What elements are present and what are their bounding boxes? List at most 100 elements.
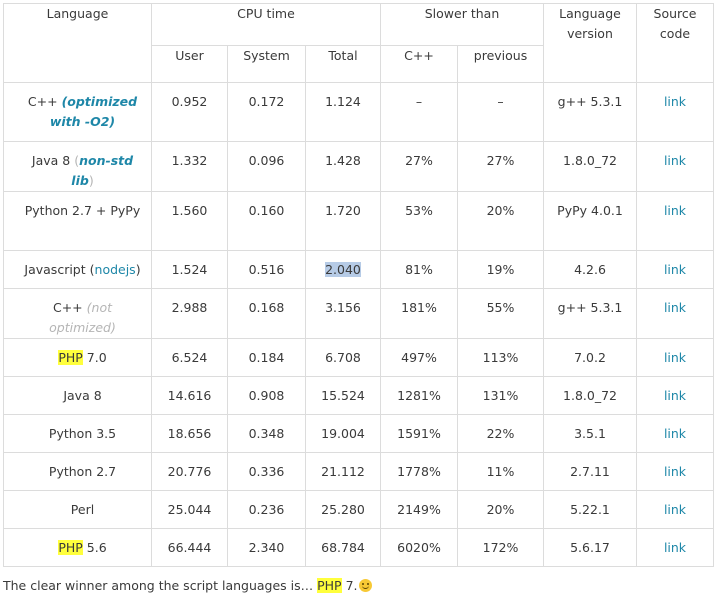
conclusion-text: The clear winner among the script langua… — [3, 578, 372, 593]
version-cell: 2.7.11 — [543, 452, 637, 491]
language-cell: C++ (optimized with -O2) — [3, 82, 152, 142]
slower-cpp-cell: 1281% — [380, 376, 458, 415]
total-time-cell: 1.124 — [305, 82, 381, 142]
slower-cpp-cell: 497% — [380, 338, 458, 377]
total-time-cell: 2.040 — [305, 250, 381, 289]
system-time-cell: 0.168 — [227, 288, 306, 339]
slower-previous-cell: – — [457, 82, 544, 142]
user-time-cell: 14.616 — [151, 376, 228, 415]
system-time-cell: 2.340 — [227, 528, 306, 567]
header-cpu-time: CPU time — [151, 3, 381, 46]
source-link[interactable]: link — [663, 464, 687, 479]
language-cell: C++ (not optimized) — [3, 288, 152, 339]
slower-previous-cell: 19% — [457, 250, 544, 289]
user-time-cell: 1.560 — [151, 191, 228, 251]
header-source-code: Source code — [636, 3, 714, 83]
total-time-cell: 1.428 — [305, 141, 381, 192]
language-cell: Perl — [3, 490, 152, 529]
source-cell: link — [636, 288, 714, 339]
source-cell: link — [636, 141, 714, 192]
user-time-cell: 1.524 — [151, 250, 228, 289]
language-cell: Java 8 (non-std lib) — [3, 141, 152, 192]
language-variant: non-std lib — [71, 153, 134, 188]
source-link[interactable]: link — [663, 203, 687, 218]
system-time-cell: 0.908 — [227, 376, 306, 415]
table-row: C++ (optimized with -O2) 0.952 0.172 1.1… — [3, 82, 714, 142]
language-variant: (optimized with -O2) — [49, 94, 138, 129]
system-time-cell: 0.348 — [227, 414, 306, 453]
user-time-cell: 0.952 — [151, 82, 228, 142]
highlight-mark: PHP — [58, 350, 83, 365]
slower-previous-cell: 20% — [457, 191, 544, 251]
slower-cpp-cell: 81% — [380, 250, 458, 289]
source-link[interactable]: link — [663, 94, 687, 109]
language-cell: Java 8 — [3, 376, 152, 415]
header-language: Language — [3, 3, 152, 83]
slower-cpp-cell: 1591% — [380, 414, 458, 453]
selected-text[interactable]: 2.040 — [325, 262, 361, 277]
source-link[interactable]: link — [663, 300, 687, 315]
version-cell: 1.8.0_72 — [543, 141, 637, 192]
total-time-cell: 25.280 — [305, 490, 381, 529]
user-time-cell: 6.524 — [151, 338, 228, 377]
table-row: Java 8 14.616 0.908 15.524 1281% 131% 1.… — [3, 376, 714, 415]
system-time-cell: 0.516 — [227, 250, 306, 289]
source-link[interactable]: link — [663, 426, 687, 441]
user-time-cell: 18.656 — [151, 414, 228, 453]
system-time-cell: 0.160 — [227, 191, 306, 251]
system-time-cell: 0.172 — [227, 82, 306, 142]
source-cell: link — [636, 82, 714, 142]
conclusion-suffix: 7. — [341, 578, 358, 593]
table-row: Perl 25.044 0.236 25.280 2149% 20% 5.22.… — [3, 490, 714, 529]
version-cell: 5.6.17 — [543, 528, 637, 567]
slower-cpp-cell: 1778% — [380, 452, 458, 491]
highlight-mark: PHP — [58, 540, 83, 555]
system-time-cell: 0.336 — [227, 452, 306, 491]
table-row: PHP 7.0 6.524 0.184 6.708 497% 113% 7.0.… — [3, 338, 714, 377]
language-cell: Python 2.7 — [3, 452, 152, 491]
total-time-cell: 19.004 — [305, 414, 381, 453]
version-cell: g++ 5.3.1 — [543, 288, 637, 339]
language-cell: Python 2.7 + PyPy — [3, 191, 152, 251]
slower-cpp-cell: 2149% — [380, 490, 458, 529]
source-link[interactable]: link — [663, 153, 687, 168]
total-time-cell: 3.156 — [305, 288, 381, 339]
version-cell: 5.22.1 — [543, 490, 637, 529]
header-previous: previous — [457, 45, 544, 83]
source-cell: link — [636, 490, 714, 529]
header-system: System — [227, 45, 306, 83]
user-time-cell: 1.332 — [151, 141, 228, 192]
source-link[interactable]: link — [663, 540, 687, 555]
total-time-cell: 6.708 — [305, 338, 381, 377]
slower-cpp-cell: 27% — [380, 141, 458, 192]
language-cell: PHP 7.0 — [3, 338, 152, 377]
total-time-cell: 1.720 — [305, 191, 381, 251]
slower-cpp-cell: 181% — [380, 288, 458, 339]
source-link[interactable]: link — [663, 350, 687, 365]
source-cell: link — [636, 528, 714, 567]
user-time-cell: 25.044 — [151, 490, 228, 529]
total-time-cell: 68.784 — [305, 528, 381, 567]
source-cell: link — [636, 414, 714, 453]
language-variant: (not optimized) — [49, 300, 116, 335]
slower-previous-cell: 172% — [457, 528, 544, 567]
highlight-mark: PHP — [317, 578, 342, 593]
header-slower-than: Slower than — [380, 3, 544, 46]
header-total: Total — [305, 45, 381, 83]
table-row: PHP 5.6 66.444 2.340 68.784 6020% 172% 5… — [3, 528, 714, 567]
user-time-cell: 66.444 — [151, 528, 228, 567]
header-user: User — [151, 45, 228, 83]
source-cell: link — [636, 452, 714, 491]
source-link[interactable]: link — [663, 262, 687, 277]
source-link[interactable]: link — [663, 502, 687, 517]
smiley-icon — [358, 579, 372, 592]
version-cell: 3.5.1 — [543, 414, 637, 453]
language-name: C++ — [27, 94, 62, 109]
total-time-cell: 15.524 — [305, 376, 381, 415]
source-link[interactable]: link — [663, 388, 687, 403]
table-row: Java 8 (non-std lib) 1.332 0.096 1.428 2… — [3, 141, 714, 192]
language-name: Javascript — [24, 262, 90, 277]
header-language-version: Language version — [543, 3, 637, 83]
language-cell: Python 3.5 — [3, 414, 152, 453]
header-cpp: C++ — [380, 45, 458, 83]
